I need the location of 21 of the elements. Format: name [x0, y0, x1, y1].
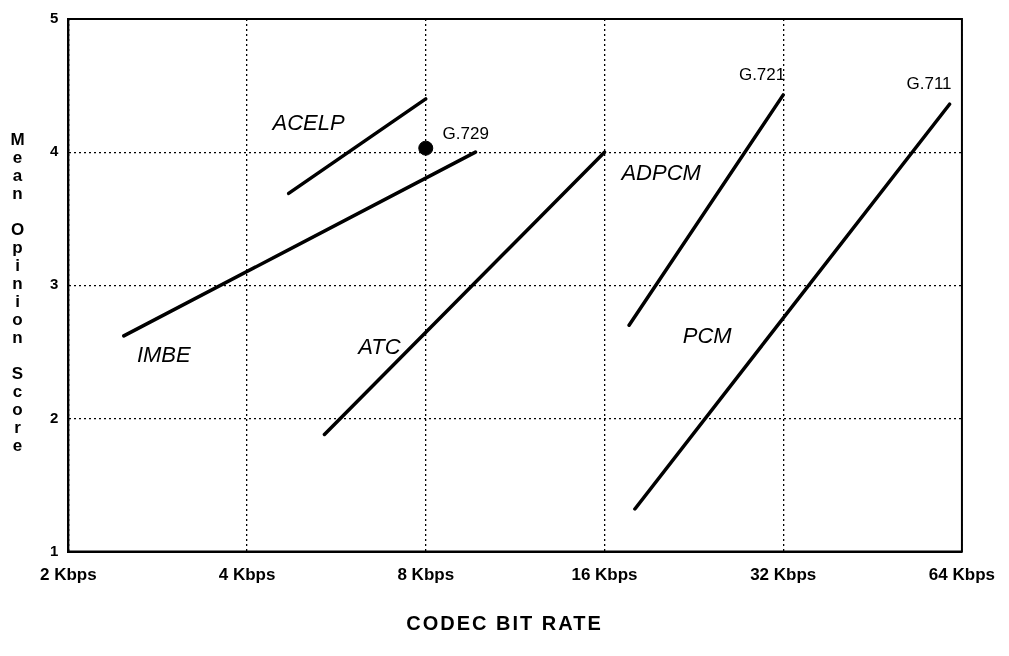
annotation: G.721: [738, 64, 786, 84]
series-label: ATC: [356, 334, 401, 360]
y-tick-label: 5: [50, 9, 59, 27]
x-tick-label: 64 Kbps: [928, 565, 995, 585]
series-label: ACELP: [270, 109, 346, 135]
x-tick-label: 8 Kbps: [397, 565, 455, 585]
y-tick-label: 2: [50, 408, 59, 426]
series-label: G.729: [442, 123, 489, 143]
x-tick-label: 32 Kbps: [750, 565, 817, 585]
y-axis-title: Mean Opinion Score: [7, 130, 28, 454]
series-label: ADPCM: [619, 160, 702, 186]
annotation: G.711: [906, 73, 952, 93]
series-label: PCM: [682, 322, 733, 348]
y-tick-label: 1: [50, 541, 59, 559]
x-tick-label: 4 Kbps: [218, 565, 276, 585]
x-axis-title: CODEC BIT RATE: [405, 612, 604, 635]
y-tick-label: 3: [50, 275, 59, 293]
x-tick-label: 16 Kbps: [571, 565, 638, 585]
series-label: IMBE: [136, 342, 192, 368]
x-tick-label: 2 Kbps: [40, 565, 97, 585]
y-tick-label: 4: [50, 142, 59, 160]
